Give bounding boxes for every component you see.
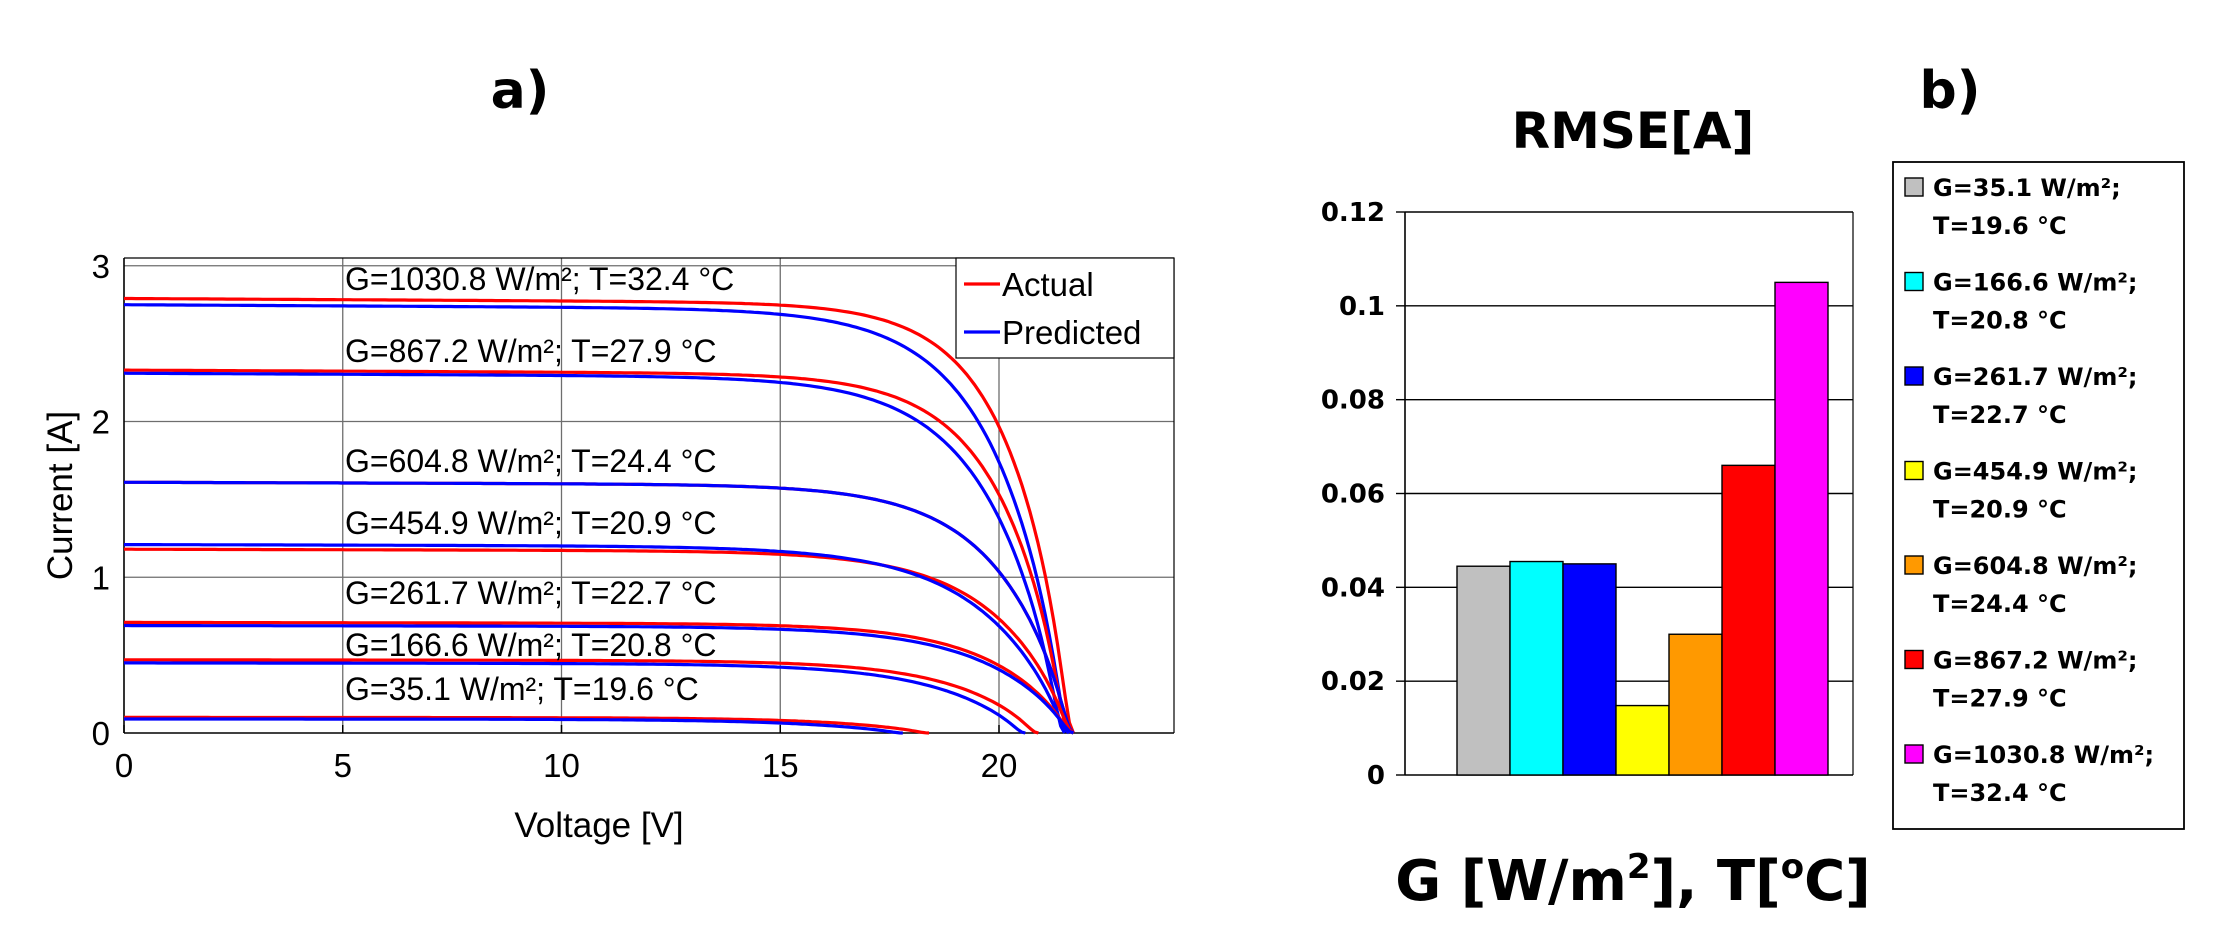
legend-label-line1: G=454.9 W/m²; (1933, 458, 2137, 486)
y-tick-label: 3 (92, 248, 110, 285)
actual-curve (124, 368, 1071, 734)
bar (1721, 464, 1776, 776)
curve-label: G=261.7 W/m²; T=22.7 °C (345, 575, 716, 611)
actual-curve (124, 296, 1075, 734)
y-tick-label: 0.02 (1321, 667, 1385, 697)
legend-label-line2: T=32.4 °C (1933, 779, 2067, 807)
predicted-curve (124, 303, 1071, 734)
y-tick-label: 2 (92, 404, 110, 441)
legend-label-line2: T=27.9 °C (1933, 685, 2067, 713)
predicted-curve (124, 661, 1026, 735)
bar (1774, 281, 1829, 776)
curve-label: G=604.8 W/m²; T=24.4 °C (345, 443, 716, 479)
panel-a-label: a) (491, 61, 550, 121)
legend-label-line1: G=867.2 W/m²; (1933, 647, 2137, 675)
y-tick-label: 0 (92, 715, 110, 752)
actual-curve (124, 620, 1075, 735)
y-tick-label: 0.1 (1339, 292, 1385, 322)
legend-label-line1: G=604.8 W/m²; (1933, 552, 2137, 580)
predicted-curve (124, 623, 1075, 735)
curve-label: G=867.2 W/m²; T=27.9 °C (345, 333, 716, 369)
x-tick-label: 0 (115, 747, 133, 784)
legend-label-line1: G=166.6 W/m²; (1933, 269, 2137, 297)
legend-label-line2: T=22.7 °C (1933, 401, 2067, 429)
legend-label-line2: T=19.6 °C (1933, 212, 2067, 240)
y-tick-label: 1 (92, 559, 110, 596)
y-tick-label: 0 (1367, 761, 1385, 791)
legend-swatch (1904, 366, 1924, 386)
actual-curve (124, 658, 1039, 735)
x-axis-label-superscript: o (1781, 847, 1804, 887)
legend-label-line2: T=24.4 °C (1933, 590, 2067, 618)
legend-label-line2: T=20.8 °C (1933, 307, 2067, 335)
legend-swatch (1904, 271, 1924, 292)
legend-label-line1: G=261.7 W/m²; (1933, 363, 2137, 391)
x-axis-label-superscript: 2 (1627, 847, 1651, 887)
x-tick-label: 20 (981, 747, 1018, 784)
legend-label: Predicted (1002, 314, 1141, 351)
legend-swatch (1904, 649, 1924, 670)
legend-label-line2: T=20.9 °C (1933, 496, 2067, 524)
y-axis-label: Current [A] (41, 411, 80, 580)
iv-curve-chart: 0 5 10 15 20 0 1 2 3 Voltage [V] Current [A] G=1030… (41, 248, 1175, 845)
predicted-curve (124, 480, 1075, 735)
predicted-curve (124, 543, 1070, 735)
x-axis-label-part: ], T[ (1651, 849, 1781, 914)
x-tick-label: 10 (543, 747, 580, 784)
curve-label: G=454.9 W/m²; T=20.9 °C (345, 505, 716, 541)
x-tick-label: 15 (762, 747, 799, 784)
bar (1456, 565, 1511, 776)
curve-label: G=35.1 W/m²; T=19.6 °C (345, 671, 699, 707)
bar (1615, 704, 1670, 776)
legend-swatch (1904, 555, 1924, 575)
bar (1509, 560, 1564, 776)
legend-label: Actual (1002, 266, 1094, 303)
y-tick-label: 0.08 (1321, 386, 1385, 416)
x-axis-label-part: G [W/m (1395, 849, 1627, 914)
x-axis-label: G [W/m2], T[oC] (1395, 847, 1871, 914)
curve-label: G=166.6 W/m²; T=20.8 °C (345, 627, 716, 663)
chart-b-title: RMSE[A] (1512, 102, 1755, 160)
legend-swatch (1904, 177, 1924, 197)
x-tick-label: 5 (334, 747, 352, 784)
y-tick-label: 0.12 (1321, 198, 1385, 228)
y-tick-label: 0.06 (1321, 480, 1385, 510)
legend-swatch (1904, 460, 1924, 481)
predicted-curve (123, 371, 1066, 734)
curve-label: G=1030.8 W/m²; T=32.4 °C (345, 261, 734, 297)
y-tick-label: 0.04 (1321, 573, 1385, 603)
legend-label-line1: G=1030.8 W/m²; (1933, 741, 2154, 769)
legend-box (1892, 161, 2185, 830)
legend-swatch (1904, 744, 1924, 764)
rmse-bar-chart: RMSE[A] 0 0.02 0.04 0.06 0.08 0.1 0.12 G [W/m2],… (1321, 102, 2185, 914)
predicted-curve (124, 717, 903, 735)
x-axis-label: Voltage [V] (514, 806, 683, 845)
bar (1668, 633, 1723, 776)
panel-b-label: b) (1920, 61, 1981, 121)
bar (1562, 563, 1617, 776)
legend-label-line1: G=35.1 W/m²; (1933, 174, 2121, 202)
legend-box (955, 257, 1175, 359)
x-axis-label-part: C] (1804, 849, 1871, 914)
